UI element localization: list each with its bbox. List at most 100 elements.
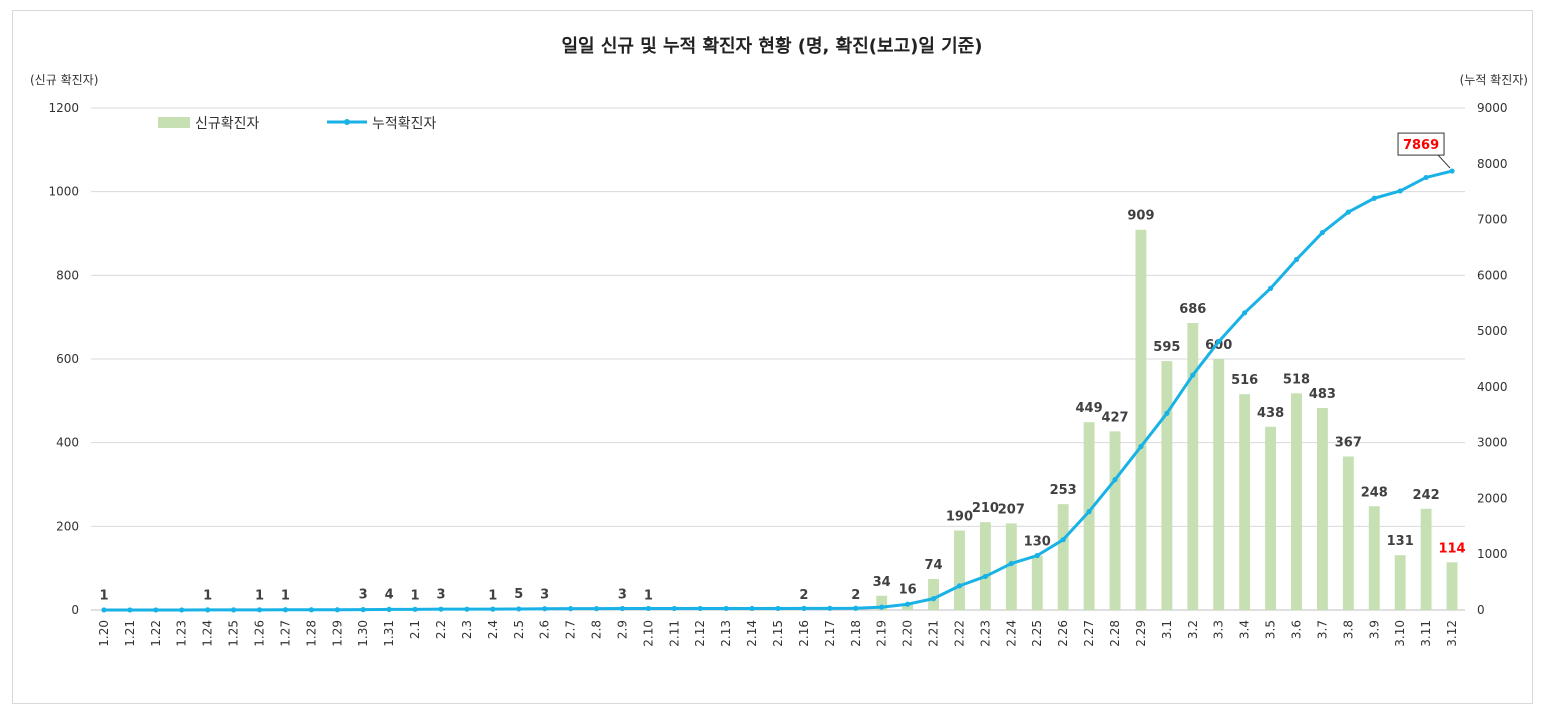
x-tick-label: 2.19: [875, 620, 889, 647]
bar-2.26: [1057, 504, 1069, 610]
bar-label-2.1: 1: [411, 589, 420, 604]
cumulative-point-2.28: [1112, 477, 1118, 483]
x-tick-label: 1.20: [97, 620, 111, 647]
cumulative-point-2.13: [723, 605, 729, 612]
cumulative-point-2.1: [412, 606, 418, 612]
callout-text: 7869: [1403, 138, 1439, 153]
cumulative-point-3.1: [1164, 410, 1170, 416]
x-tick-label: 2.28: [1108, 620, 1122, 647]
bar-series: [98, 229, 1458, 611]
cumulative-point-2.23: [982, 573, 988, 580]
bar-3.8: [1342, 456, 1354, 610]
bar-3.3: [1213, 359, 1225, 610]
gridlines: [91, 107, 1465, 611]
x-tick-label: 1.23: [175, 620, 189, 647]
y-right-tick-label: 0: [1477, 603, 1485, 617]
y-left-tick-label: 400: [56, 436, 79, 450]
bar-3.2: [1187, 323, 1199, 610]
x-tick-label: 1.31: [382, 620, 396, 647]
cumulative-point-2.8: [593, 606, 600, 612]
cumulative-callout: 7869: [1397, 132, 1451, 169]
x-tick-label: 2.14: [745, 620, 759, 647]
x-tick-label: 2.4: [486, 620, 500, 639]
cumulative-point-2.19: [879, 604, 885, 610]
cumulative-point-2.18: [853, 605, 859, 611]
cumulative-point-2.17: [827, 605, 833, 611]
x-tick-label: 2.3: [460, 620, 474, 639]
bar-label-2.19: 34: [873, 575, 891, 590]
y-right-tick-label: 8000: [1477, 157, 1508, 171]
x-tick-label: 2.13: [719, 620, 733, 647]
cumulative-point-2.16: [801, 605, 807, 611]
bar-2.28: [1109, 431, 1121, 610]
x-tick-label: 2.11: [667, 620, 681, 647]
bar-3.12: [1446, 562, 1458, 610]
cumulative-point-2.26: [1060, 537, 1066, 543]
x-tick-label: 2.21: [927, 620, 941, 647]
bar-2.22: [954, 530, 965, 610]
cumulative-point-3.3: [1216, 338, 1222, 345]
bar-label-2.23: 210: [972, 501, 999, 516]
cumulative-point-2.14: [749, 605, 755, 612]
bar-2.23: [979, 522, 991, 610]
bar-label-3.11: 242: [1413, 488, 1440, 503]
cumulative-point-1.31: [386, 606, 392, 612]
x-tick-label: 2.29: [1134, 620, 1148, 647]
cumulative-point-2.2: [438, 606, 444, 612]
x-tick-label: 2.27: [1082, 620, 1096, 647]
cumulative-point-2.29: [1138, 443, 1144, 450]
bar-label-2.24: 207: [998, 502, 1025, 517]
x-tick-label: 2.1: [408, 620, 422, 639]
cumulative-point-3.10: [1397, 188, 1403, 194]
x-tick-label: 2.18: [849, 620, 863, 647]
y-left-tick-label: 200: [56, 519, 79, 533]
cumulative-point-2.5: [516, 606, 522, 612]
bar-2.29: [1135, 229, 1147, 611]
x-tick-label: 2.6: [538, 620, 552, 639]
bar-label-3.8: 367: [1335, 435, 1362, 450]
x-tick-label: 2.25: [1030, 620, 1044, 647]
bar-label-2.5: 5: [514, 587, 523, 602]
bar-label-3.2: 686: [1179, 302, 1206, 317]
x-tick-label: 3.12: [1445, 620, 1459, 647]
y-axis-right-ticks: 0 1000 2000 3000 4000 5000 6000 7000 8000 9000: [1477, 101, 1508, 617]
bar-2.25: [1031, 555, 1043, 610]
cumulative-point-3.12: [1449, 168, 1455, 174]
x-tick-label: 2.2: [434, 620, 448, 639]
bar-2.24: [1005, 523, 1017, 610]
y-axis-left-ticks: 0 200 400 600 800 1000 1200: [48, 101, 79, 617]
x-tick-label: 3.7: [1315, 620, 1329, 639]
bar-3.4: [1239, 394, 1251, 610]
cumulative-point-1.24: [205, 607, 211, 613]
bar-label-2.25: 130: [1024, 535, 1051, 550]
x-tick-label: 2.10: [641, 620, 655, 647]
cumulative-point-2.15: [775, 605, 781, 612]
y-left-tick-label: 1200: [48, 101, 79, 115]
cumulative-point-3.5: [1267, 285, 1274, 291]
bar-3.11: [1420, 508, 1432, 610]
bar-label-2.16: 2: [799, 588, 808, 603]
x-tick-label: 3.11: [1419, 620, 1433, 647]
cumulative-point-1.20: [101, 607, 107, 613]
x-tick-label: 3.4: [1238, 620, 1252, 639]
x-tick-label: 2.22: [952, 620, 966, 647]
line-series: [101, 168, 1455, 613]
bar-label-2.28: 427: [1101, 410, 1128, 425]
cumulative-point-2.27: [1086, 508, 1092, 515]
cumulative-point-1.22: [153, 607, 159, 613]
callout-box: [1397, 132, 1445, 156]
cumulative-point-1.23: [179, 607, 185, 613]
x-tick-label: 3.6: [1289, 620, 1303, 639]
cumulative-point-3.11: [1423, 174, 1429, 181]
bar-label-2.10: 1: [644, 589, 653, 604]
x-tick-label: 2.5: [512, 620, 526, 639]
cumulative-point-1.25: [230, 607, 237, 613]
bar-2.27: [1083, 422, 1095, 610]
x-tick-label: 3.9: [1367, 620, 1381, 639]
x-tick-label: 2.23: [978, 620, 992, 647]
bar-2.19: [876, 595, 888, 610]
y-right-tick-label: 6000: [1477, 268, 1508, 282]
bar-3.5: [1265, 426, 1277, 610]
x-tick-label: 2.16: [797, 620, 811, 647]
cumulative-point-2.7: [568, 606, 574, 612]
